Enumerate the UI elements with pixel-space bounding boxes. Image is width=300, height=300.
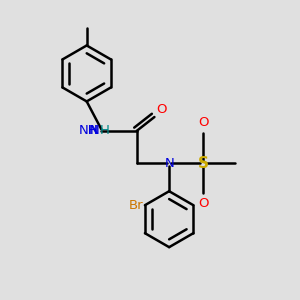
Text: Br: Br xyxy=(129,199,143,212)
Text: N: N xyxy=(89,124,98,137)
Text: O: O xyxy=(156,103,166,116)
Text: N: N xyxy=(90,124,100,137)
Text: O: O xyxy=(198,197,208,210)
Text: N: N xyxy=(164,157,174,170)
Text: S: S xyxy=(197,156,208,171)
Text: NH: NH xyxy=(79,124,98,137)
Text: O: O xyxy=(198,116,208,129)
Text: H: H xyxy=(100,124,110,137)
